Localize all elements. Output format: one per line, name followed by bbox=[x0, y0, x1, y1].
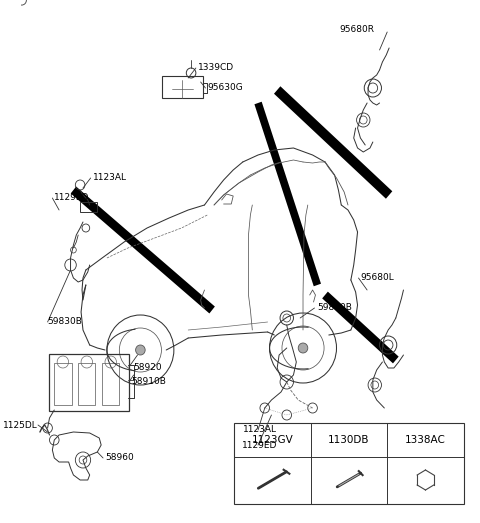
Circle shape bbox=[135, 345, 145, 355]
Bar bbox=[54, 363, 72, 405]
Text: 58920: 58920 bbox=[134, 362, 162, 371]
Polygon shape bbox=[71, 187, 215, 313]
Text: 95680R: 95680R bbox=[339, 26, 374, 35]
Polygon shape bbox=[254, 101, 321, 286]
Text: 58910B: 58910B bbox=[131, 378, 166, 386]
Circle shape bbox=[298, 343, 308, 353]
Text: 1125DL: 1125DL bbox=[3, 420, 38, 429]
Bar bbox=[78, 363, 96, 405]
Text: 59810B: 59810B bbox=[317, 303, 352, 313]
Text: 1123AL: 1123AL bbox=[243, 426, 277, 435]
Bar bbox=[80, 202, 97, 212]
Bar bbox=[234, 423, 464, 504]
Text: 1129ED: 1129ED bbox=[54, 194, 90, 202]
Bar bbox=[162, 76, 203, 98]
Text: 1123AL: 1123AL bbox=[93, 174, 127, 183]
Text: 95680L: 95680L bbox=[360, 274, 394, 282]
Text: 59830B: 59830B bbox=[48, 317, 83, 326]
Text: 58960: 58960 bbox=[105, 453, 134, 462]
Text: 1129ED: 1129ED bbox=[242, 440, 277, 449]
Text: 95630G: 95630G bbox=[207, 84, 243, 93]
Polygon shape bbox=[274, 86, 392, 199]
Text: 1123GV: 1123GV bbox=[252, 435, 293, 445]
Polygon shape bbox=[322, 292, 399, 363]
Text: 1338AC: 1338AC bbox=[405, 435, 446, 445]
Text: 1339CD: 1339CD bbox=[198, 63, 234, 73]
Bar bbox=[102, 363, 120, 405]
Text: 1130DB: 1130DB bbox=[328, 435, 370, 445]
